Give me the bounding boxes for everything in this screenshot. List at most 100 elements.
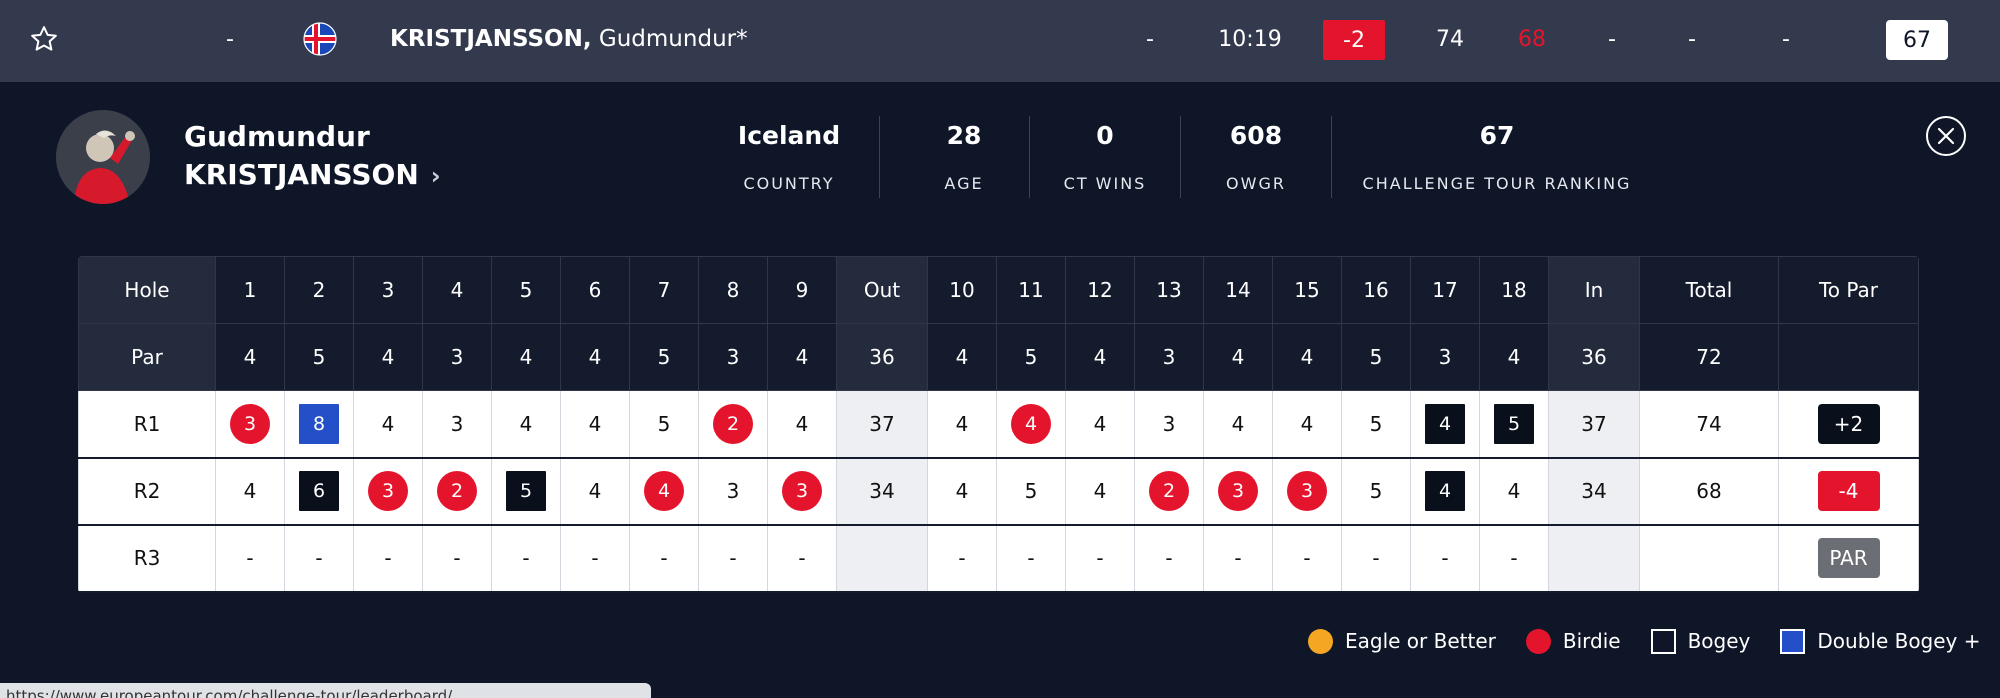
par-value: 4 (1065, 323, 1135, 391)
hole-score: 4 (560, 457, 630, 525)
player-last-name-heading: KRISTJANSSON (184, 158, 419, 191)
round-label: R3 (78, 524, 216, 592)
divider (1029, 116, 1030, 198)
round-row: R3- - - - - - - - - - - - - - - - - - PAR (78, 524, 1919, 592)
hole-number: Total (1639, 256, 1779, 324)
player-name-link[interactable]: KRISTJANSSON, Gudmundur* (390, 0, 910, 78)
birdie-score: 3 (1287, 471, 1327, 511)
hole-score: - (560, 524, 630, 592)
hole-score: - (698, 524, 768, 592)
hole-number: 15 (1272, 256, 1342, 324)
score-legend: Eagle or Better Birdie Bogey Double Boge… (1308, 626, 1981, 656)
par-value: 3 (1410, 323, 1480, 391)
leaderboard-row[interactable]: - KRISTJANSSON, Gudmundur* - 10:19 -2 74… (0, 0, 2000, 82)
hole-score: 3 (698, 457, 768, 525)
hole-number: 8 (698, 256, 768, 324)
hole-score: 3 (1272, 457, 1342, 525)
hole-score: - (1341, 524, 1411, 592)
hole-number: 11 (996, 256, 1066, 324)
birdie-score: 4 (1011, 403, 1051, 444)
par-value: 36 (836, 323, 928, 391)
round-total: 74 (1639, 390, 1779, 458)
hole-score: 3 (215, 390, 285, 458)
round-row: R2 4 6 3 2 5 4 4 3 3 34 4 5 4 2 3 3 5 4 4 34 68 -4 (78, 457, 1919, 525)
to-par-cell: PAR (1778, 524, 1919, 592)
player-profile-link[interactable]: Gudmundur KRISTJANSSON › (184, 118, 441, 195)
round2-score: 68 (1518, 26, 1546, 52)
thru: - (1146, 26, 1154, 52)
birdie-score: 3 (782, 471, 822, 511)
hole-score: 6 (284, 457, 354, 525)
hole-score: 4 (629, 457, 699, 525)
hole-score: - (353, 524, 423, 592)
legend-double-bogey: Double Bogey + (1780, 628, 1981, 654)
hole-number: In (1548, 256, 1640, 324)
hole-score: 8 (284, 390, 354, 458)
legend-eagle: Eagle or Better (1308, 628, 1496, 654)
player-first-name: Gudmundur* (598, 26, 748, 52)
par-value: 3 (422, 323, 492, 391)
hole-score: - (1134, 524, 1204, 592)
hole-score: - (215, 524, 285, 592)
birdie-score: 2 (437, 471, 477, 511)
hole-number: 16 (1341, 256, 1411, 324)
hole-score: 2 (422, 457, 492, 525)
hole-score: - (422, 524, 492, 592)
scorecard-table: Hole 1 2 3 4 5 6 7 8 9 Out 10 11 12 13 14 15 16 17 18 In Tota… (78, 256, 1919, 593)
hole-score: - (927, 524, 997, 592)
birdie-score: 3 (230, 403, 270, 444)
birdie-score: 4 (644, 471, 684, 511)
round-label: R1 (78, 390, 216, 458)
hole-score: 37 (836, 390, 928, 458)
stat-value: 67 (1479, 121, 1515, 150)
hole-score: 4 (927, 390, 997, 458)
par-value: 3 (698, 323, 768, 391)
par-value: 4 (491, 323, 561, 391)
round-row: R1 3 8 4 3 4 4 5 2 4 37 4 4 4 3 4 4 5 4 5 37 74 +2 (78, 390, 1919, 458)
stat-country: Iceland COUNTRY (728, 116, 850, 193)
browser-status-url: https://www.europeantour.com/challenge-t… (0, 683, 651, 698)
birdie-swatch-icon (1525, 628, 1551, 654)
divider (1331, 116, 1332, 198)
hole-score: 5 (629, 390, 699, 458)
hole-number: 14 (1203, 256, 1273, 324)
legend-birdie: Birdie (1525, 628, 1621, 654)
hole-score: 4 (927, 457, 997, 525)
stat-value: 608 (1229, 121, 1283, 150)
hole-score: - (1410, 524, 1480, 592)
par-value: 5 (629, 323, 699, 391)
round-total (1639, 524, 1779, 592)
par-value: 5 (1341, 323, 1411, 391)
hole-score: 3 (1134, 390, 1204, 458)
hole-score (1548, 524, 1640, 592)
birdie-score: 3 (1218, 471, 1258, 511)
par-value: 72 (1639, 323, 1779, 391)
hole-score: 2 (1134, 457, 1204, 525)
stat-label: CT WINS (1063, 174, 1147, 193)
stat-label: OWGR (1226, 174, 1286, 193)
par-value: 4 (767, 323, 837, 391)
hole-score: - (1272, 524, 1342, 592)
to-par-badge: +2 (1817, 403, 1880, 444)
hole-number: 5 (491, 256, 561, 324)
hole-score: 4 (1065, 457, 1135, 525)
par-value: 4 (215, 323, 285, 391)
legend-label: Eagle or Better (1345, 629, 1496, 653)
hole-score: 4 (1410, 390, 1480, 458)
hole-number: 10 (927, 256, 997, 324)
favorite-star-icon[interactable] (22, 0, 66, 78)
position: - (226, 26, 234, 52)
hole-score: 3 (1203, 457, 1273, 525)
par-value: 3 (1134, 323, 1204, 391)
stat-label: CHALLENGE TOUR RANKING (1362, 174, 1632, 193)
par-value: 4 (1272, 323, 1342, 391)
hole-score: 3 (767, 457, 837, 525)
hole-score: - (284, 524, 354, 592)
par-value: 36 (1548, 323, 1640, 391)
close-button[interactable] (1926, 116, 1966, 156)
hole-score: 4 (491, 390, 561, 458)
round1-score: 74 (1436, 26, 1464, 52)
par-value: 4 (560, 323, 630, 391)
hole-number: To Par (1778, 256, 1919, 324)
hole-score: - (1065, 524, 1135, 592)
